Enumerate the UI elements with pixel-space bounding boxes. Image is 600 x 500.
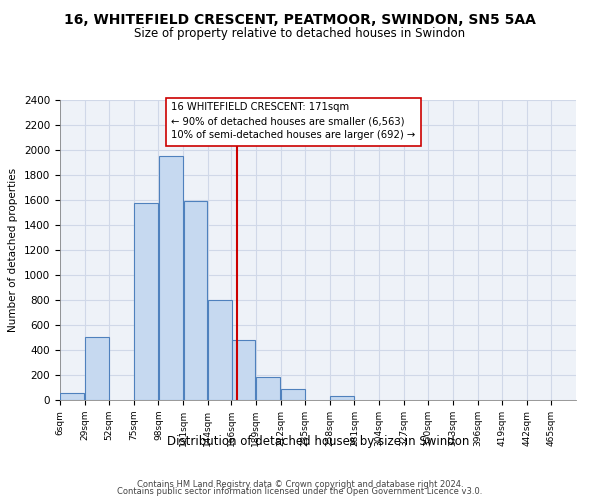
Y-axis label: Number of detached properties: Number of detached properties	[8, 168, 19, 332]
Bar	[184, 201, 208, 400]
Bar	[232, 340, 256, 400]
Text: 16, WHITEFIELD CRESCENT, PEATMOOR, SWINDON, SN5 5AA: 16, WHITEFIELD CRESCENT, PEATMOOR, SWIND…	[64, 12, 536, 26]
Text: 16 WHITEFIELD CRESCENT: 171sqm
← 90% of detached houses are smaller (6,563)
10% : 16 WHITEFIELD CRESCENT: 171sqm ← 90% of …	[172, 102, 416, 141]
Text: Distribution of detached houses by size in Swindon: Distribution of detached houses by size …	[167, 435, 469, 448]
Text: Contains public sector information licensed under the Open Government Licence v3: Contains public sector information licen…	[118, 488, 482, 496]
Bar	[330, 396, 354, 400]
Bar	[85, 337, 109, 400]
Text: Contains HM Land Registry data © Crown copyright and database right 2024.: Contains HM Land Registry data © Crown c…	[137, 480, 463, 489]
Bar	[61, 393, 84, 400]
Bar	[134, 202, 158, 400]
Bar	[208, 300, 232, 400]
Text: Size of property relative to detached houses in Swindon: Size of property relative to detached ho…	[134, 28, 466, 40]
Bar	[281, 389, 305, 400]
Bar	[256, 377, 280, 400]
Bar	[159, 156, 182, 400]
